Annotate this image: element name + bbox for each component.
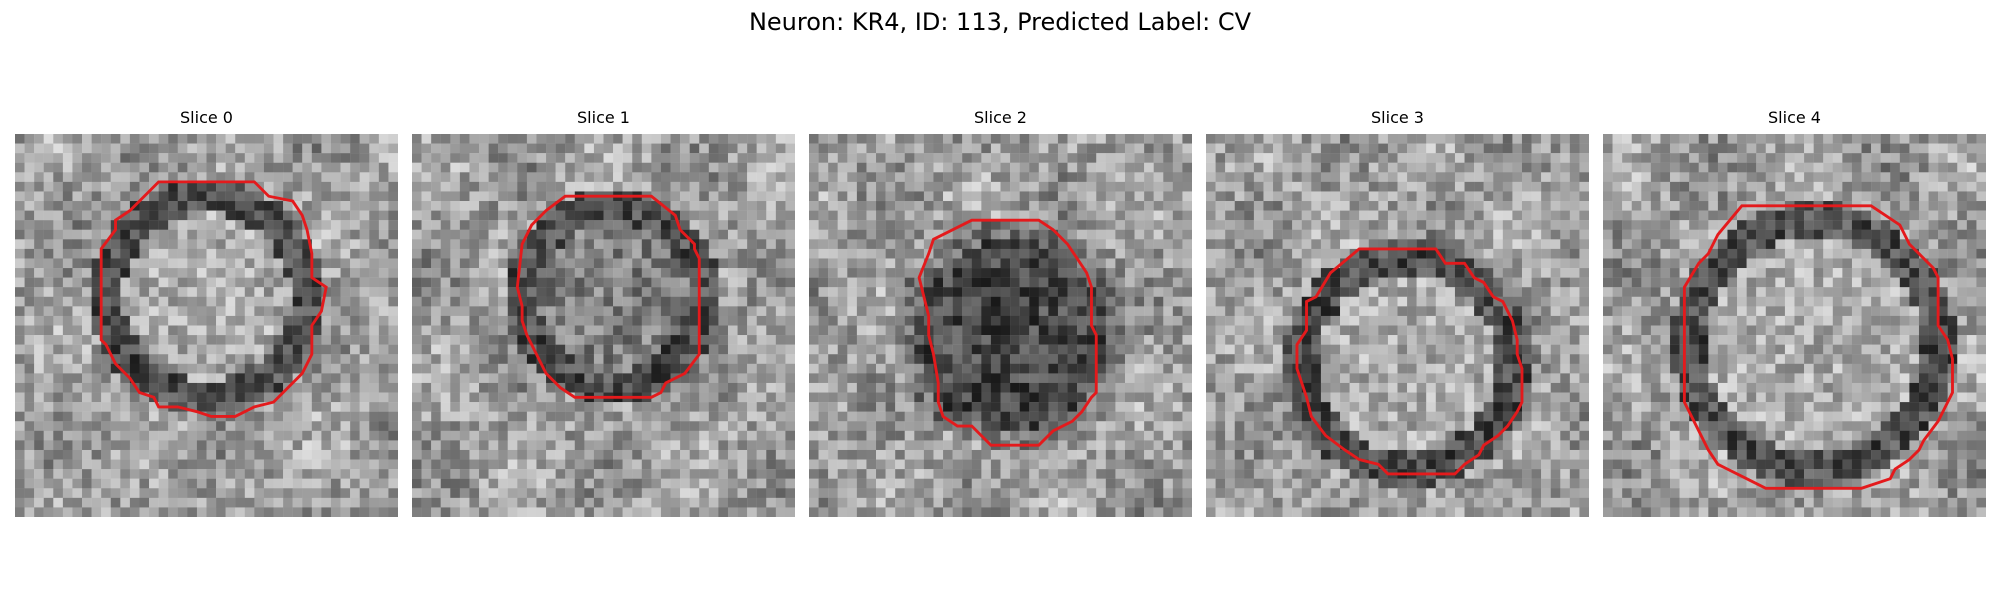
slice-panel-1: Slice 1 <box>412 108 795 517</box>
slice-panel-3: Slice 3 <box>1206 108 1589 517</box>
slice-image <box>15 134 398 517</box>
slice-panel-4: Slice 4 <box>1603 108 1986 517</box>
slice-panel-2: Slice 2 <box>809 108 1192 517</box>
slice-title: Slice 4 <box>1768 108 1821 127</box>
slice-panel-0: Slice 0 <box>15 108 398 517</box>
slice-image <box>412 134 795 517</box>
pixel-grid <box>1603 134 1986 517</box>
cell-contour <box>1295 247 1524 476</box>
pixel-grid <box>15 134 398 517</box>
pixel-grid <box>412 134 795 517</box>
slice-image <box>1603 134 1986 517</box>
pixel-grid <box>809 134 1192 517</box>
slice-title: Slice 0 <box>180 108 233 127</box>
pixel-grid <box>1206 134 1589 517</box>
figure-title: Neuron: KR4, ID: 113, Predicted Label: C… <box>748 8 1252 36</box>
slice-title: Slice 3 <box>1371 108 1424 127</box>
cell-contour <box>515 194 701 399</box>
cell-contour <box>1682 204 1954 490</box>
cell-contour <box>917 218 1098 447</box>
slice-title: Slice 1 <box>577 108 630 127</box>
slice-image <box>809 134 1192 517</box>
cell-contour <box>99 180 328 418</box>
slice-image <box>1206 134 1589 517</box>
slice-title: Slice 2 <box>974 108 1027 127</box>
